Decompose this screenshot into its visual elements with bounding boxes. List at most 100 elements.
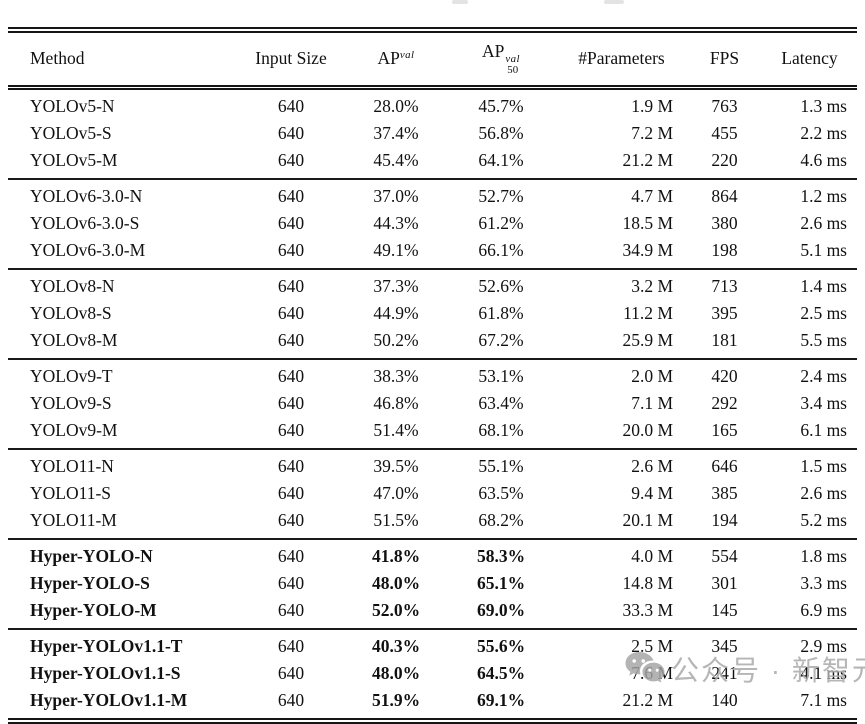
table-row: YOLOv6-3.0-S 640 44.3% 61.2% 18.5 M 380 … (8, 210, 857, 237)
ap-cell: 37.0% (346, 177, 446, 210)
latency-cell: 6.9 ms (800, 599, 847, 620)
latency-cell: 2.4 ms (762, 357, 857, 390)
ap-cell: 50.2% (373, 329, 419, 350)
latency-cell: 2.5 ms (800, 302, 847, 323)
parameters-cell: 34.9 M (622, 239, 673, 260)
ap-cell: 44.9% (373, 302, 419, 323)
ap-cell: 44.3% (373, 212, 419, 233)
parameters-cell: 20.0 M (622, 419, 673, 440)
fps-cell: 455 (711, 122, 738, 143)
method-cell: YOLOv9-M (30, 419, 118, 440)
table-row: Hyper-YOLO-S 640 48.0% 65.1% 14.8 M 301 … (8, 570, 857, 597)
method-cell: YOLOv6-3.0-M (30, 239, 146, 260)
latency-cell: 5.2 ms (800, 509, 847, 530)
fps-cell: 301 (711, 572, 738, 593)
fps-cell: 198 (711, 239, 738, 260)
fps-cell: 385 (711, 482, 738, 503)
latency-cell: 2.2 ms (800, 122, 847, 143)
ap50-cell: 64.5% (476, 662, 526, 683)
ap50-cell: 58.3% (446, 537, 556, 570)
method-cell: YOLOv9-T (8, 357, 236, 390)
ap-cell: 41.8% (346, 537, 446, 570)
parameters-cell: 7.1 M (631, 392, 673, 413)
table-row: Hyper-YOLOv1.1-M 640 51.9% 69.1% 21.2 M … (8, 687, 857, 721)
parameters-cell: 14.8 M (622, 572, 673, 593)
parameters-cell: 25.9 M (622, 329, 673, 350)
fps-cell: 646 (687, 447, 762, 480)
ap-cell: 51.9% (371, 689, 421, 710)
cropped-caption-fragment (452, 0, 468, 4)
fps-cell: 145 (711, 599, 738, 620)
input-size-cell: 640 (277, 122, 305, 143)
ap50-cell: 66.1% (478, 239, 524, 260)
ap50-cell: 68.2% (478, 509, 524, 530)
input-size-cell: 640 (277, 599, 305, 620)
latency-cell: 5.5 ms (800, 329, 847, 350)
ap-cell: 46.8% (373, 392, 419, 413)
latency-cell: 2.9 ms (762, 627, 857, 660)
method-cell: Hyper-YOLOv1.1-M (30, 689, 188, 710)
ap-cell: 47.0% (373, 482, 419, 503)
col-header-method: Method (8, 30, 236, 90)
parameters-cell: 2.6 M (556, 447, 687, 480)
input-size-cell: 640 (277, 509, 305, 530)
ap50-cell: 61.2% (478, 212, 524, 233)
parameters-cell: 18.5 M (622, 212, 673, 233)
input-size-cell: 640 (236, 537, 346, 570)
ap50-cell: 56.8% (478, 122, 524, 143)
fps-cell: 345 (687, 627, 762, 660)
input-size-cell: 640 (277, 392, 305, 413)
ap50-cell: 69.0% (476, 599, 526, 620)
ap50-cell: 53.1% (446, 357, 556, 390)
input-size-cell: 640 (277, 689, 305, 710)
col-header-ap: APval (346, 30, 446, 90)
parameters-cell: 4.7 M (556, 177, 687, 210)
input-size-cell: 640 (236, 627, 346, 660)
fps-cell: 380 (711, 212, 738, 233)
method-cell: YOLO11-M (30, 509, 117, 530)
table-row: YOLOv9-M 640 51.4% 68.1% 20.0 M 165 6.1 … (8, 417, 857, 449)
input-size-cell: 640 (277, 95, 305, 116)
table-row: YOLOv8-S 640 44.9% 61.8% 11.2 M 395 2.5 … (8, 300, 857, 327)
table-row: YOLOv5-S 640 37.4% 56.8% 7.2 M 455 2.2 m… (8, 120, 857, 147)
input-size-cell: 640 (277, 662, 305, 683)
fps-cell: 420 (687, 357, 762, 390)
paper-page: Method Input Size APval AP val 50 #Paramet… (8, 0, 865, 724)
col-header-latency: Latency (762, 30, 857, 90)
method-cell: Hyper-YOLO-N (8, 537, 236, 570)
fps-cell: 140 (711, 689, 738, 710)
parameters-cell: 21.2 M (622, 689, 673, 710)
latency-cell: 2.6 ms (800, 482, 847, 503)
table-row: YOLOv8-N 640 37.3% 52.6% 3.2 M 713 1.4 m… (8, 267, 857, 300)
ap50-cell: 67.2% (478, 329, 524, 350)
latency-cell: 4.1 ms (800, 662, 847, 683)
input-size-cell: 640 (236, 177, 346, 210)
col-header-fps: FPS (687, 30, 762, 90)
parameters-cell: 2.5 M (556, 627, 687, 660)
latency-cell: 2.6 ms (800, 212, 847, 233)
ap-cell: 45.4% (373, 149, 419, 170)
input-size-cell: 640 (236, 447, 346, 480)
table-header: Method Input Size APval AP val 50 #Paramet… (8, 30, 857, 90)
latency-cell: 7.1 ms (800, 689, 847, 710)
method-cell: YOLOv9-S (30, 392, 112, 413)
fps-cell: 241 (711, 662, 738, 683)
fps-cell: 554 (687, 537, 762, 570)
table-row: Hyper-YOLOv1.1-S 640 48.0% 64.5% 7.6 M 2… (8, 660, 857, 687)
ap50-cell: 52.6% (446, 267, 556, 300)
fps-cell: 763 (711, 95, 738, 116)
table-row: YOLOv9-S 640 46.8% 63.4% 7.1 M 292 3.4 m… (8, 390, 857, 417)
ap-cell: 49.1% (373, 239, 419, 260)
ap-cell: 28.0% (373, 95, 419, 116)
ap-cell: 51.4% (373, 419, 419, 440)
table-row: YOLOv9-T 640 38.3% 53.1% 2.0 M 420 2.4 m… (8, 357, 857, 390)
ap-cell: 37.4% (373, 122, 419, 143)
input-size-cell: 640 (277, 482, 305, 503)
ap50-cell: 63.4% (478, 392, 524, 413)
table-row: Hyper-YOLO-N 640 41.8% 58.3% 4.0 M 554 1… (8, 537, 857, 570)
method-cell: Hyper-YOLO-S (30, 572, 150, 593)
table-row: Hyper-YOLO-M 640 52.0% 69.0% 33.3 M 145 … (8, 597, 857, 629)
method-cell: YOLOv5-N (30, 95, 115, 116)
latency-cell: 1.3 ms (800, 95, 847, 116)
input-size-cell: 640 (277, 149, 305, 170)
